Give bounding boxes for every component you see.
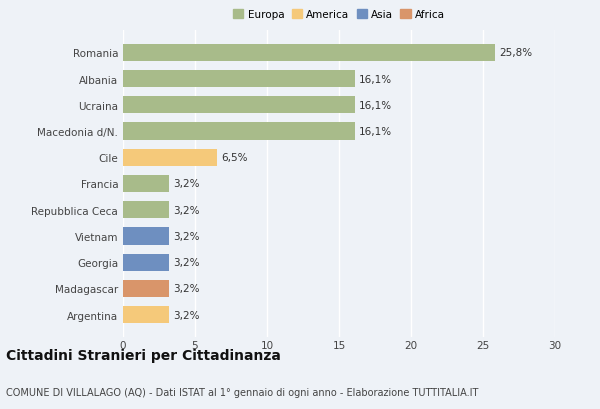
Text: Cittadini Stranieri per Cittadinanza: Cittadini Stranieri per Cittadinanza — [6, 348, 281, 362]
Bar — [123, 71, 355, 88]
Bar — [123, 202, 169, 219]
Text: 16,1%: 16,1% — [359, 127, 392, 137]
Text: COMUNE DI VILLALAGO (AQ) - Dati ISTAT al 1° gennaio di ogni anno - Elaborazione : COMUNE DI VILLALAGO (AQ) - Dati ISTAT al… — [6, 387, 478, 397]
Text: 6,5%: 6,5% — [221, 153, 247, 163]
Text: 3,2%: 3,2% — [173, 179, 200, 189]
Text: 16,1%: 16,1% — [359, 101, 392, 110]
Text: 3,2%: 3,2% — [173, 231, 200, 241]
Text: 3,2%: 3,2% — [173, 310, 200, 320]
Bar — [123, 123, 355, 140]
Bar — [123, 175, 169, 193]
Text: 16,1%: 16,1% — [359, 74, 392, 84]
Bar — [123, 254, 169, 271]
Text: 3,2%: 3,2% — [173, 258, 200, 267]
Text: 25,8%: 25,8% — [499, 48, 532, 58]
Bar — [123, 97, 355, 114]
Bar — [123, 45, 494, 62]
Text: 3,2%: 3,2% — [173, 284, 200, 294]
Bar — [123, 280, 169, 297]
Bar — [123, 306, 169, 324]
Text: 3,2%: 3,2% — [173, 205, 200, 215]
Legend: Europa, America, Asia, Africa: Europa, America, Asia, Africa — [231, 8, 447, 22]
Bar — [123, 228, 169, 245]
Bar — [123, 149, 217, 166]
